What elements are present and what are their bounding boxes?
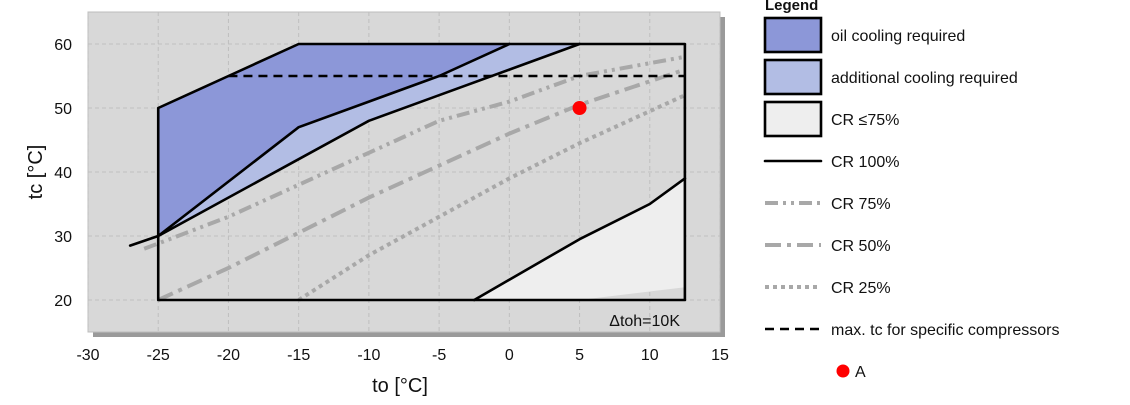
lines-layer bbox=[128, 42, 687, 302]
legend-swatch bbox=[763, 100, 823, 138]
legend-item-a: A bbox=[836, 364, 866, 381]
legend-item-additional-cooling-required: additional cooling required bbox=[763, 58, 1018, 96]
legend-item-cr-100: CR 100% bbox=[763, 154, 899, 171]
x-tick-label: 15 bbox=[711, 347, 729, 364]
data-point-a bbox=[572, 101, 587, 115]
x-tick-label: 0 bbox=[505, 347, 514, 364]
y-tick-label: 40 bbox=[54, 165, 72, 182]
legend-swatch bbox=[763, 58, 823, 96]
y-tick-label: 50 bbox=[54, 101, 72, 118]
series-line-cr-75 bbox=[143, 54, 686, 251]
region-oil-cooling-required bbox=[158, 44, 510, 236]
series-line-cr-50 bbox=[157, 67, 686, 302]
y-tick-label: 30 bbox=[54, 229, 72, 246]
legend-label: oil cooling required bbox=[831, 28, 965, 45]
legend-label: CR 50% bbox=[831, 238, 891, 255]
series-line-cr-100 bbox=[156, 42, 581, 238]
legend-label: CR 75% bbox=[831, 196, 891, 213]
series-line-cr-100 bbox=[156, 42, 687, 302]
legend-item-cr-75: CR 75% bbox=[765, 196, 891, 213]
legend-title: Legend bbox=[765, 0, 818, 14]
legend-label: A bbox=[855, 364, 866, 381]
legend-label: additional cooling required bbox=[831, 70, 1018, 87]
x-tick-label: -15 bbox=[287, 347, 310, 364]
legend-items: oil cooling required additional cooling r… bbox=[763, 16, 1060, 381]
x-tick-label: -10 bbox=[357, 347, 380, 364]
y-axis-title: tc [°C] bbox=[25, 145, 47, 200]
x-tick-label: -25 bbox=[147, 347, 170, 364]
legend-item-cr-50: CR 50% bbox=[765, 238, 891, 255]
legend-label: max. tc for specific compressors bbox=[831, 322, 1060, 339]
legend-item-max-tc-for-specific-compressors: max. tc for specific compressors bbox=[765, 322, 1060, 339]
y-tick-label: 20 bbox=[54, 293, 72, 310]
x-tick-label: -20 bbox=[217, 347, 240, 364]
series-line-cr-25 bbox=[297, 93, 686, 302]
points-layer bbox=[572, 101, 587, 115]
series-line-cr-100 bbox=[128, 42, 511, 247]
ticks-layer: -30 -25 -20 -15 -10 -5 0 5 10 15 20 30 40 50 60 bbox=[54, 37, 729, 364]
legend-item-cr-75: CR ≤75% bbox=[763, 100, 899, 138]
legend-label: CR ≤75% bbox=[831, 112, 899, 129]
legend: Legend oil cooling required additional co… bbox=[763, 0, 1060, 381]
x-tick-label: -5 bbox=[432, 347, 446, 364]
legend-label: CR 100% bbox=[831, 154, 899, 171]
x-tick-label: -30 bbox=[76, 347, 99, 364]
annotation-text: Δtoh=10K bbox=[609, 313, 680, 330]
legend-swatch bbox=[836, 364, 850, 378]
legend-swatch bbox=[763, 16, 823, 54]
legend-label: CR 25% bbox=[831, 280, 891, 297]
legend-item-cr-25: CR 25% bbox=[765, 280, 891, 297]
y-tick-label: 60 bbox=[54, 37, 72, 54]
x-tick-label: 10 bbox=[641, 347, 659, 364]
x-axis-title: to [°C] bbox=[372, 375, 428, 397]
legend-item-oil-cooling-required: oil cooling required bbox=[763, 16, 965, 54]
x-tick-label: 5 bbox=[575, 347, 584, 364]
series-line-cr-100 bbox=[472, 177, 687, 302]
